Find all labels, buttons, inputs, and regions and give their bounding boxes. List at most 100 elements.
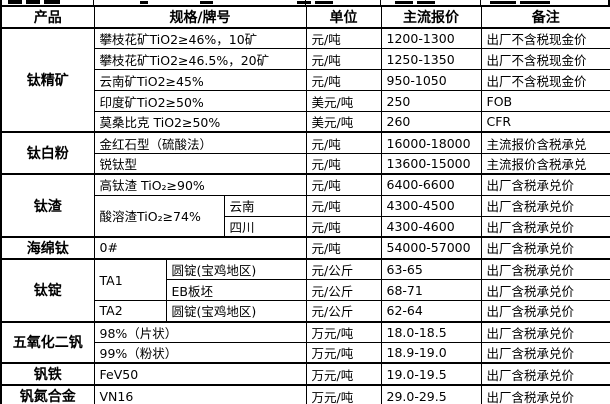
table-row: 钒氮合金 VN16 万元/吨 29.0-29.5 出厂含税承兑价 <box>0 384 610 404</box>
form-cell: 圆锭(宝鸡地区) <box>165 257 307 281</box>
price-cell: 54000-57000 <box>380 235 482 260</box>
form-cell: 圆锭(宝鸡地区) <box>165 300 307 323</box>
price-cell: 62-64 <box>380 300 482 323</box>
spec-cell: 印度矿TiO2≥50% <box>93 90 307 113</box>
unit-cell: 元/吨 <box>305 215 382 238</box>
table-row: 酸溶渣TiO₂≥74% 云南 元/吨 4300-4500 出厂含税承兑价 <box>1 194 610 238</box>
unit-cell: 元/吨 <box>305 235 382 260</box>
table-row: 钒铁 FeV50 万元/吨 19.0-19.5 出厂含税承兑价 <box>0 362 610 386</box>
note-cell: 出厂含税承兑价 <box>480 384 610 404</box>
price-cell: 19.0-19.5 <box>380 362 482 386</box>
spec-cell: 98%（片状） <box>93 320 307 343</box>
spec-cell: 锐钛型 <box>93 152 307 175</box>
cropped-text-fragment <box>315 1 333 4</box>
header-unit: 单位 <box>305 5 382 29</box>
note-cell: 出厂含税承兑价 <box>480 173 610 196</box>
table-row: 钛白粉 金红石型（硫酸法） 元/吨 16000-18000 主流报价含税承兑 <box>0 131 610 175</box>
table-row: 99%（粉状） 万元/吨 18.9-19.0 出厂含税承兑价 <box>1 341 610 364</box>
note-cell: 出厂含税承兑价 <box>480 300 610 323</box>
cropped-text-fragment <box>417 1 435 4</box>
table-row: 莫桑比克 TiO2≥50% 美元/吨 260 CFR <box>1 111 610 133</box>
header-price: 主流报价 <box>380 5 482 29</box>
unit-cell: 美元/吨 <box>305 90 382 113</box>
unit-cell: 万元/吨 <box>305 341 382 364</box>
note-cell: 出厂含税承兑价 <box>480 194 610 217</box>
product-cell: 钛渣 <box>0 173 95 238</box>
note-cell: 出厂不含税现金价 <box>480 27 610 50</box>
unit-cell: 元/吨 <box>305 152 382 175</box>
grid-line-stub <box>608 0 610 5</box>
unit-cell: 万元/吨 <box>305 384 382 404</box>
spec-cell: 莫桑比克 TiO2≥50% <box>93 111 307 133</box>
unit-cell: 元/吨 <box>305 48 382 71</box>
cropped-text-fragment <box>44 0 60 4</box>
table-row: 钛渣 高钛渣 TiO₂≥90% 元/吨 6400-6600 出厂含税承兑价 <box>0 173 610 238</box>
spec-cell: 99%（粉状） <box>93 341 307 364</box>
product-cell: 五氧化二钒 <box>0 320 95 364</box>
spec-cell: 酸溶渣TiO₂≥74% <box>93 194 225 238</box>
header-note: 备注 <box>480 5 610 29</box>
note-cell: 出厂含税承兑价 <box>480 341 610 364</box>
product-cell: 钒铁 <box>0 362 95 386</box>
cropped-text-fragment <box>520 1 550 4</box>
note-cell: 主流报价含税承兑 <box>480 131 610 154</box>
unit-cell: 元/吨 <box>305 131 382 154</box>
price-cell: 18.9-19.0 <box>380 341 482 364</box>
note-cell: 出厂含税承兑价 <box>480 279 610 302</box>
product-cell: 钒氮合金 <box>0 384 95 404</box>
spec-cell: 攀枝花矿TiO2≥46%，10矿 <box>93 27 307 50</box>
note-cell: 出厂含税承兑价 <box>480 235 610 260</box>
price-cell: 4300-4500 <box>380 194 482 217</box>
price-cell: 13600-15000 <box>380 152 482 175</box>
header-product: 产品 <box>0 5 95 29</box>
cropped-text-fragment <box>490 1 516 4</box>
note-cell: 出厂不含税现金价 <box>480 69 610 92</box>
note-cell: 主流报价含税承兑 <box>480 152 610 175</box>
table-row: 钛精矿 攀枝花矿TiO2≥46%，10矿 元/吨 1200-1300 出厂不含税… <box>0 26 610 133</box>
spec-cell: 云南矿TiO2≥45% <box>93 69 307 92</box>
cropped-text-fragment <box>140 1 148 4</box>
product-cell: 海绵钛 <box>0 235 95 260</box>
cropped-text-fragment <box>395 1 413 4</box>
note-cell: 出厂含税承兑价 <box>480 257 610 281</box>
product-cell: 钛精矿 <box>0 26 95 133</box>
product-cell: 钛锭 <box>0 257 95 323</box>
note-cell: 出厂不含税现金价 <box>480 48 610 71</box>
region-cell: 四川 <box>223 215 307 238</box>
header-row: 产品 规格/牌号 单位 主流报价 备注 <box>0 5 610 29</box>
spec-cell: 0# <box>93 235 307 260</box>
price-cell: 18.0-18.5 <box>380 320 482 343</box>
price-cell: 4300-4600 <box>380 215 482 238</box>
unit-cell: 万元/吨 <box>305 362 382 386</box>
product-cell: 钛白粉 <box>0 131 95 175</box>
spec-cell: 金红石型（硫酸法） <box>93 131 307 154</box>
region-cell: 云南 <box>223 194 307 217</box>
cropped-row-above <box>0 0 610 5</box>
note-cell: 出厂含税承兑价 <box>480 362 610 386</box>
cropped-text-fragment <box>200 1 213 4</box>
spec-cell: FeV50 <box>93 362 307 386</box>
grid-line-stub <box>93 0 94 5</box>
table-row: 印度矿TiO2≥50% 美元/吨 250 FOB <box>1 90 610 113</box>
table-row: 云南矿TiO2≥45% 元/吨 950-1050 出厂不含税现金价 <box>1 69 610 92</box>
table-row: 四川 元/吨 4300-4600 出厂含税承兑价 <box>1 215 610 238</box>
price-cell: 16000-18000 <box>380 131 482 154</box>
grade-cell: TA1 <box>93 257 167 302</box>
table-row: 海绵钛 0# 元/吨 54000-57000 出厂含税承兑价 <box>0 235 610 260</box>
note-cell: CFR <box>480 111 610 133</box>
unit-cell: 元/吨 <box>305 69 382 92</box>
grade-cell: TA2 <box>93 300 167 323</box>
spec-cell: VN16 <box>93 384 307 404</box>
price-cell: 250 <box>380 90 482 113</box>
table-row: 攀枝花矿TiO2≥46.5%，20矿 元/吨 1250-1350 出厂不含税现金… <box>1 48 610 71</box>
unit-cell: 元/吨 <box>305 27 382 50</box>
price-cell: 1200-1300 <box>380 27 482 50</box>
unit-cell: 元/吨 <box>305 194 382 217</box>
cropped-text-fragment <box>8 0 22 4</box>
note-cell: 出厂含税承兑价 <box>480 215 610 238</box>
unit-cell: 元/公斤 <box>305 300 382 323</box>
unit-cell: 美元/吨 <box>305 111 382 133</box>
grid-line-stub <box>305 0 306 5</box>
note-cell: 出厂含税承兑价 <box>480 320 610 343</box>
